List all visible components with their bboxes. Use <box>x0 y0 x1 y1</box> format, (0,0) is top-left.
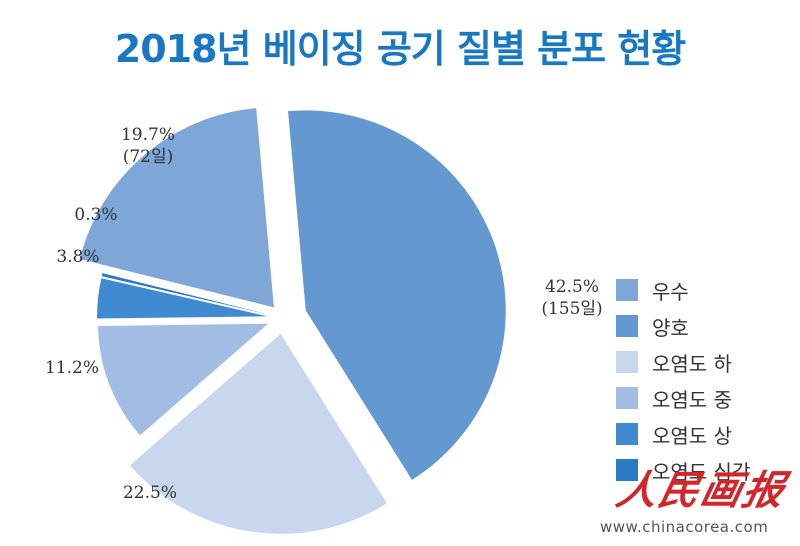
pie-slice-5 <box>97 278 268 319</box>
pie-slice-6 <box>101 273 268 315</box>
pie-slice-4 <box>98 323 269 436</box>
legend-swatch-6 <box>616 459 638 481</box>
pie-slices <box>79 108 506 534</box>
slice-sublabel-1: (72일) <box>123 147 174 167</box>
legend-item-2: 양호 <box>616 308 750 344</box>
legend-swatch-4 <box>616 387 638 409</box>
legend-swatch-5 <box>616 423 638 445</box>
watermark-script: 人民画报 <box>612 467 791 514</box>
pie-slice-1 <box>79 108 274 308</box>
pie-labels: 19.7%(72일) 42.5%(155일) 22.5% 11.2% 3.8% 0.3% <box>45 125 603 503</box>
legend-label-5: 오염도 상 <box>652 423 732 448</box>
legend-swatch-1 <box>616 279 638 301</box>
pie-slice-2 <box>288 110 506 480</box>
watermark-url: www.chinacorea.com <box>600 518 769 536</box>
pie-slice-3 <box>129 333 387 534</box>
legend-swatch-2 <box>616 315 638 337</box>
slice-label-2: 42.5% <box>545 277 599 297</box>
slice-sublabel-2: (155일) <box>541 299 602 319</box>
legend-item-5: 오염도 상 <box>616 416 750 452</box>
chart-title: 2018년 베이징 공기 질별 분포 현황 <box>114 27 686 71</box>
slice-label-6: 0.3% <box>74 205 117 225</box>
slice-label-3: 22.5% <box>123 483 177 503</box>
legend-label-6: 오염도 심각 <box>652 459 751 484</box>
legend-item-1: 우수 <box>616 272 750 308</box>
watermark: 人民画报 www.chinacorea.com <box>560 458 796 542</box>
legend-label-3: 오염도 하 <box>652 351 732 376</box>
legend-swatch-3 <box>616 351 638 373</box>
legend-item-3: 오염도 하 <box>616 344 750 380</box>
slice-label-1: 19.7% <box>121 125 175 145</box>
legend-item-6: 오염도 심각 <box>616 452 750 488</box>
slice-label-4: 11.2% <box>45 358 99 378</box>
legend-item-4: 오염도 중 <box>616 380 750 416</box>
legend-label-2: 양호 <box>652 315 689 340</box>
legend-label-1: 우수 <box>652 279 689 304</box>
slice-label-5: 3.8% <box>56 247 99 267</box>
legend-label-4: 오염도 중 <box>652 387 732 412</box>
